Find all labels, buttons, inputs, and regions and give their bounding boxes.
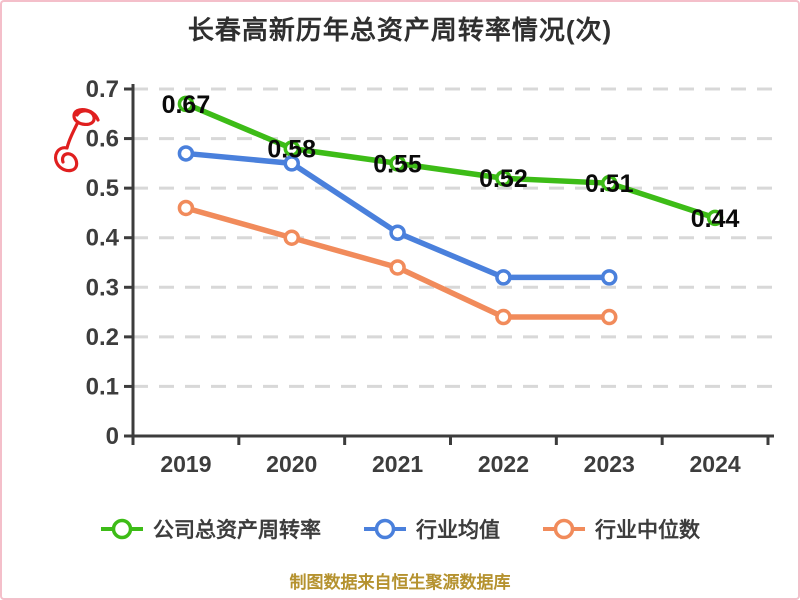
x-axis-tick-label: 2024	[689, 451, 740, 477]
data-point	[601, 174, 618, 192]
x-axis-tick-label: 2021	[372, 451, 423, 477]
x-axis-tick-label: 2020	[266, 451, 317, 477]
data-point	[495, 308, 512, 326]
y-axis-tick-label: 0.2	[86, 324, 119, 351]
data-point	[389, 259, 406, 276]
y-axis-tick-label: 0.6	[86, 126, 119, 153]
legend-label: 行业中位数	[595, 519, 700, 542]
y-axis-tick-label: 0	[106, 423, 119, 450]
axes	[131, 84, 774, 438]
legend-marker-orange-icon	[542, 517, 586, 541]
data-point-label: 0.58	[267, 135, 316, 163]
data-point	[495, 169, 512, 187]
x-axis-tick-label: 2023	[584, 451, 635, 477]
data-point-label: 0.67	[162, 91, 211, 119]
y-axis-tick-label: 0.7	[86, 76, 119, 103]
legend-marker-blue-icon	[363, 517, 407, 541]
data-point	[283, 140, 300, 157]
y-axis-tick-label: 0.1	[86, 373, 119, 400]
data-point	[495, 269, 512, 286]
data-point-label: 0.52	[479, 165, 528, 193]
data-point-label: 0.55	[373, 150, 422, 178]
data-point	[601, 269, 618, 286]
data-point	[389, 155, 406, 172]
legend-label: 公司总资产周转率	[153, 519, 321, 542]
data-point-label: 0.51	[585, 170, 634, 198]
chart-legend: 公司总资产周转率 行业均值 行业中位数	[0, 514, 800, 544]
x-axis-tick-label: 2022	[478, 451, 529, 477]
chart-canvas: 0 0.1 0.2 0.3 0.4 0.5 0.6 0.7 2019 2020 2021 2022 20…	[86, 76, 774, 477]
legend-item-company-turnover: 公司总资产周转率	[100, 514, 321, 544]
y-axis-tick-label: 0.3	[86, 274, 119, 301]
legend-item-industry-median: 行业中位数	[542, 514, 700, 544]
data-source-caption: 制图数据来自恒生聚源数据库	[289, 573, 511, 592]
data-point-label: 0.44	[691, 205, 740, 233]
legend-item-industry-mean: 行业均值	[363, 514, 500, 544]
chart-title: 长春高新历年总资产周转率情况(次)	[187, 15, 613, 45]
y-axis-tick-label: 0.4	[86, 225, 120, 252]
data-point	[283, 155, 300, 172]
data-point	[389, 224, 406, 242]
data-point	[706, 209, 724, 227]
data-point	[177, 145, 195, 162]
red-scribble-mark	[54, 108, 100, 173]
series-line-0	[183, 101, 718, 221]
data-point	[601, 308, 618, 326]
legend-marker-green-icon	[100, 517, 144, 541]
data-point	[177, 95, 195, 113]
x-axis-tick-label: 2019	[160, 451, 211, 477]
legend-label: 行业均值	[416, 519, 500, 542]
data-point	[283, 229, 300, 246]
y-axis-tick-label: 0.5	[86, 175, 119, 202]
data-point	[177, 199, 195, 217]
